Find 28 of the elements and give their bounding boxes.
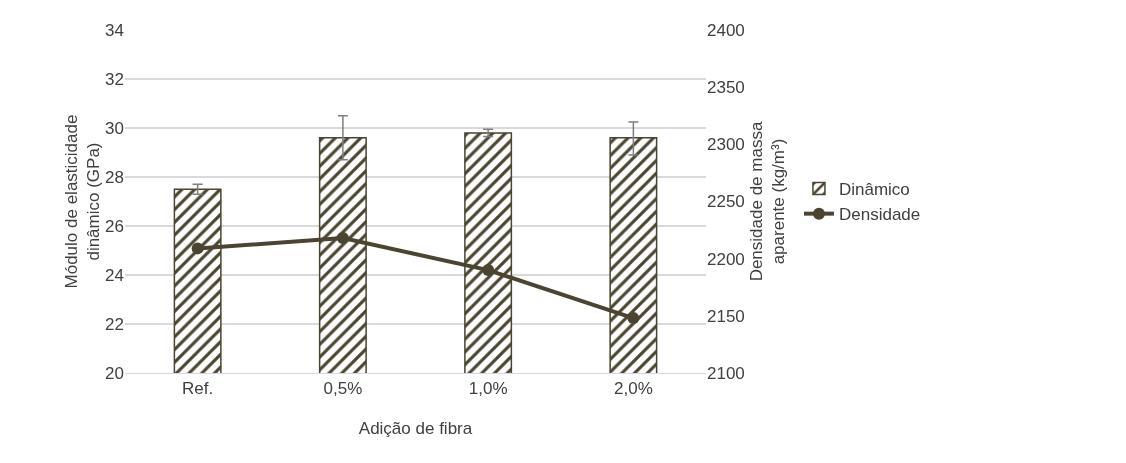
y2-tick-label: 2100 [707,363,745,383]
y2-tick-label: 2250 [707,192,745,212]
y-tick-label: 20 [105,363,124,383]
x-tick-label: 0,5% [323,379,363,399]
y-tick-label: 26 [105,216,124,236]
y2-tick-label: 2200 [707,249,745,269]
y-tick-label: 28 [105,167,124,187]
y2-tick-label: 2150 [707,306,745,326]
legend-label: Densidade [838,205,921,225]
x-tick-label: 2,0% [614,379,653,399]
point [627,312,640,325]
point [336,232,349,245]
y-tick-label: 34 [105,20,124,40]
x-tick-label: 1,0% [468,379,508,399]
y-axis-title: Módulo de elasticidade dinâmico (GPa) [61,114,104,289]
y-tick-label: 30 [105,118,124,138]
point [482,264,495,277]
y2-tick-label: 2400 [707,20,745,40]
x-axis-title: Adição de fibra [358,419,473,438]
y-tick-label: 22 [105,314,124,334]
point [191,242,204,255]
y2-tick-label: 2300 [707,135,745,155]
y-tick-label: 24 [105,265,124,285]
y2-tick-label: 2350 [707,78,745,98]
y-tick-label: 32 [105,69,124,89]
text: Dinâmico [838,180,910,200]
y2-axis-title: Densidade de massa aparente (kg/m³) [746,121,788,282]
x-tick-label: Ref. [182,379,214,399]
